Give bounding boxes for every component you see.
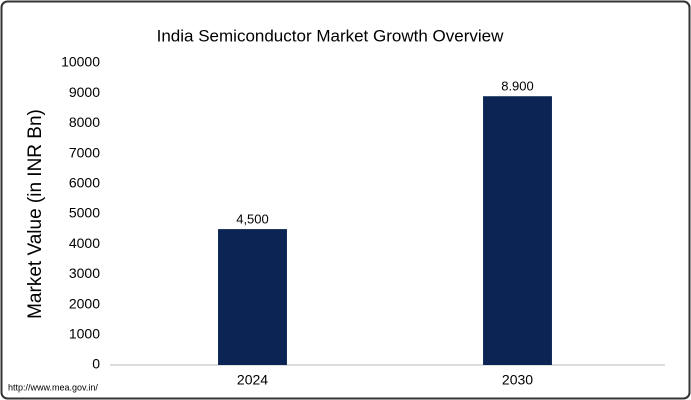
y-tick-label: 1000 bbox=[69, 326, 100, 342]
y-tick-label: 3000 bbox=[69, 265, 100, 281]
y-tick-label: 5000 bbox=[69, 205, 100, 221]
y-tick-label: 7000 bbox=[69, 144, 100, 160]
x-tick-label: 2030 bbox=[502, 372, 533, 388]
y-tick-label: 8000 bbox=[69, 114, 100, 130]
y-tick-label: 9000 bbox=[69, 84, 100, 100]
chart-title: India Semiconductor Market Growth Overvi… bbox=[157, 26, 504, 45]
bar bbox=[483, 96, 552, 365]
y-tick-label: 0 bbox=[92, 356, 100, 372]
source: http://www.mea.gov.in/ bbox=[8, 382, 98, 392]
y-tick-label: 6000 bbox=[69, 175, 100, 191]
data-label: 8.900 bbox=[501, 79, 534, 94]
bar bbox=[218, 229, 287, 365]
x-tick-label: 2024 bbox=[237, 372, 268, 388]
y-tick-label: 10000 bbox=[61, 54, 100, 70]
data-label: 4,500 bbox=[236, 212, 269, 227]
y-tick-label: 2000 bbox=[69, 295, 100, 311]
y-tick-label: 4000 bbox=[69, 235, 100, 251]
y-axis-label: Market Value (in INR Bn) bbox=[25, 109, 46, 319]
